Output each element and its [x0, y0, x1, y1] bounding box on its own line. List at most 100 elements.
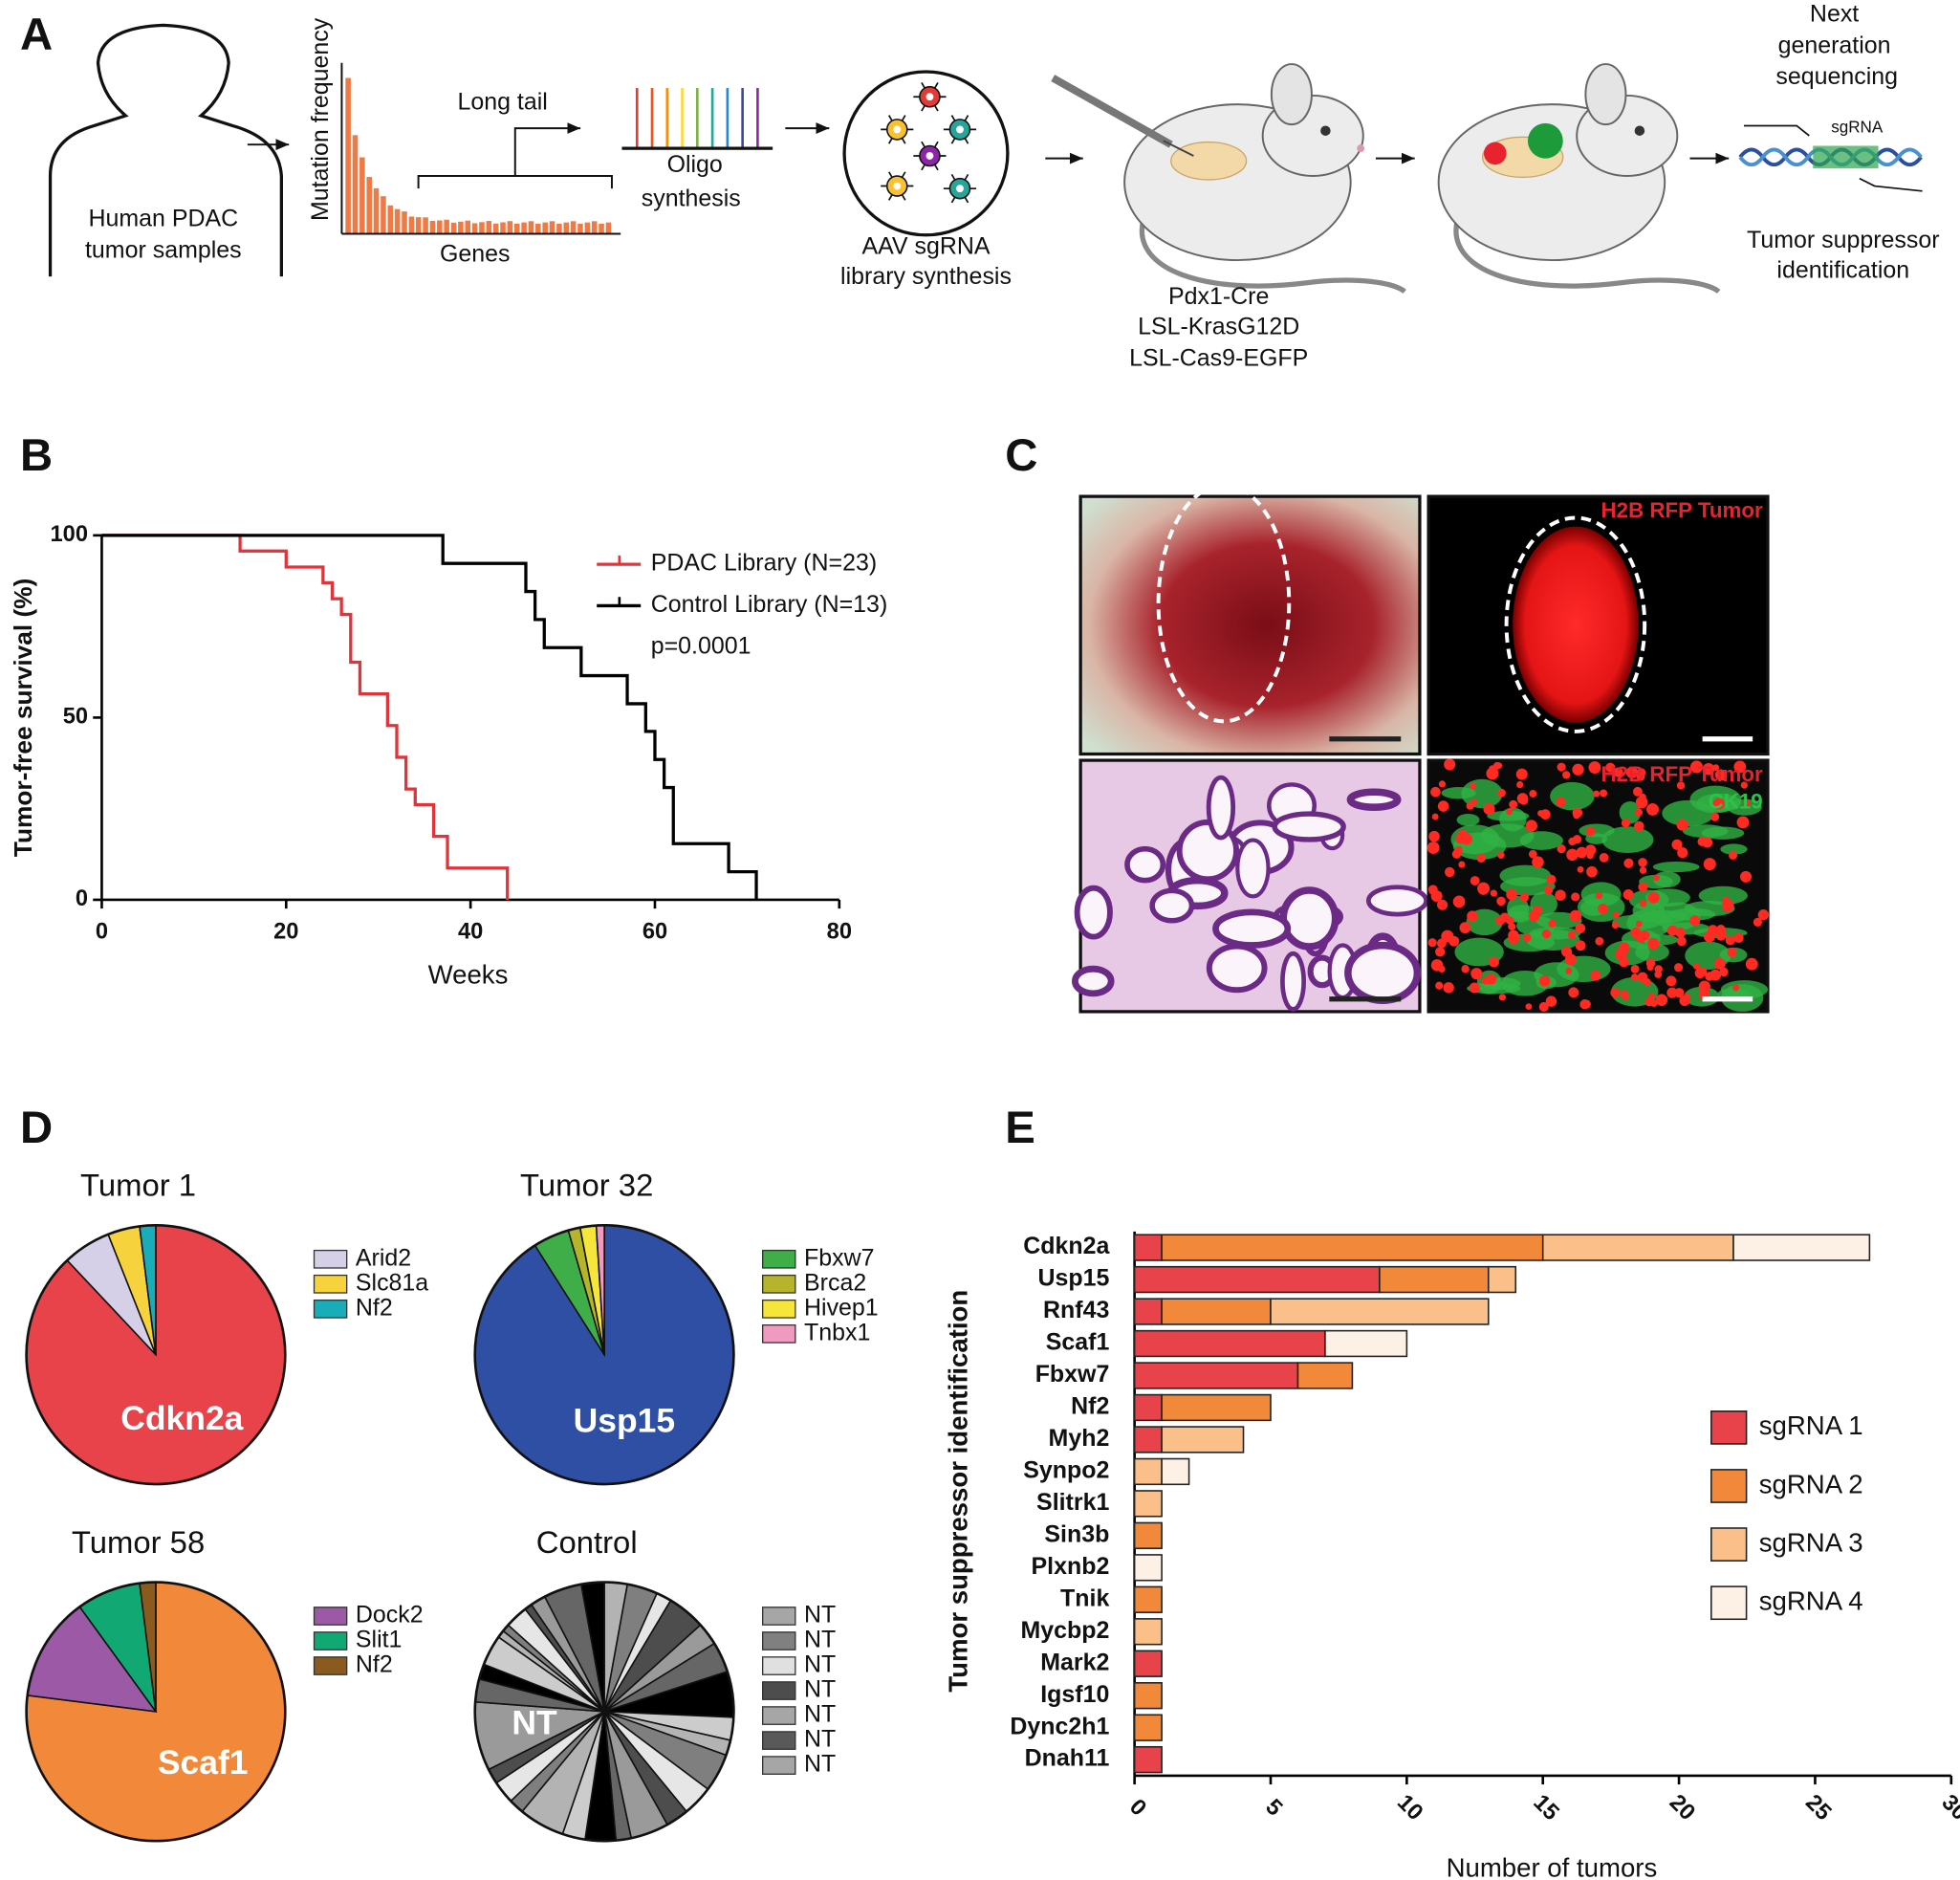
- x-tick-label: 40: [458, 919, 483, 944]
- x-tick-label: 0: [1124, 1795, 1151, 1822]
- legend-label: Nf2: [356, 1294, 393, 1321]
- decor-ck19: [1526, 929, 1580, 951]
- legend-label: sgRNA 3: [1759, 1527, 1863, 1557]
- decor-nucleus: [1497, 788, 1506, 798]
- bar-segment: [1732, 1234, 1871, 1261]
- bar-segment: [1133, 1521, 1163, 1550]
- decor-nucleus: [1485, 973, 1497, 985]
- decor-gland: [1365, 885, 1429, 917]
- bar-segment: [1296, 1362, 1354, 1389]
- y-axis-label: Tumor suppressor identification: [943, 1290, 972, 1693]
- pie-title: Tumor 32: [520, 1168, 653, 1203]
- decor-ck19: [1652, 861, 1700, 873]
- bar-segment: [1133, 1265, 1381, 1294]
- pie-outline: [473, 1223, 735, 1486]
- legend-swatch: [313, 1274, 348, 1294]
- decor-ck19: [1487, 810, 1530, 821]
- bar-segment: [1133, 1426, 1163, 1454]
- decor-nucleus: [1595, 891, 1603, 900]
- decor-nucleus: [1444, 758, 1456, 771]
- legend-label: Slit1: [356, 1627, 403, 1653]
- decor-nucleus: [1457, 829, 1469, 841]
- decor-nucleus: [1753, 917, 1763, 927]
- decor-gland: [1280, 951, 1306, 1012]
- decor-bar: [394, 208, 401, 234]
- decor-nucleus: [1428, 887, 1436, 895]
- legend-swatch: [762, 1607, 796, 1626]
- legend-label: sgRNA 2: [1759, 1469, 1863, 1498]
- y-tick-label: Dnah11: [1025, 1745, 1110, 1772]
- decor-nucleus: [1516, 780, 1524, 789]
- decor-nucleus: [1525, 1003, 1533, 1011]
- decor-nucleus: [1576, 846, 1588, 859]
- legend-label: NT: [804, 1676, 836, 1703]
- decor-nucleus: [1426, 842, 1440, 855]
- decor-nucleus: [1519, 796, 1529, 805]
- decor-nucleus: [1586, 865, 1598, 878]
- decor-ck19: [1467, 982, 1521, 995]
- decor-nucleus: [1638, 882, 1648, 892]
- decor-nucleus: [1497, 851, 1505, 859]
- dna-helix: [1738, 124, 1923, 192]
- legend-label: Brca2: [804, 1269, 866, 1296]
- oligo-lines: [621, 88, 773, 150]
- decor-nucleus: [1588, 761, 1601, 774]
- decor-nucleus: [1732, 984, 1740, 992]
- decor-nucleus: [1630, 964, 1640, 973]
- decor-nucleus: [1435, 947, 1446, 957]
- decor-nucleus: [1625, 766, 1639, 778]
- decor-ck19: [1639, 909, 1688, 924]
- bar-segment: [1161, 1234, 1544, 1261]
- decor-nucleus: [1541, 929, 1552, 939]
- diagram-text: LSL-KrasG12D: [1138, 314, 1299, 340]
- decor-nucleus: [1725, 935, 1735, 946]
- legend-swatch: [313, 1631, 348, 1650]
- decor-nucleus: [1495, 762, 1503, 770]
- decor-bar: [556, 223, 562, 234]
- bar-segment: [1379, 1265, 1490, 1294]
- decor-bar: [352, 135, 359, 234]
- decor-bar: [373, 187, 380, 234]
- y-tick-label: Cdkn2a: [1023, 1233, 1110, 1259]
- decor-ck19: [1682, 824, 1729, 839]
- slice-label: Cdkn2a: [120, 1399, 243, 1437]
- decor-bar: [535, 223, 541, 234]
- bar-segment: [1270, 1298, 1490, 1325]
- decor-nucleus: [1621, 990, 1628, 997]
- decor-ck19: [1550, 781, 1595, 811]
- decor-nucleus: [1639, 899, 1647, 907]
- decor-nucleus: [1646, 964, 1654, 972]
- image-label: H2B RFP Tumor: [1601, 498, 1763, 522]
- decor-bar: [450, 222, 457, 234]
- mutation-bars: [345, 77, 612, 234]
- decor-nucleus: [1598, 903, 1608, 914]
- legend-swatch: [1710, 1469, 1748, 1503]
- decor-nucleus: [1705, 972, 1714, 981]
- decor-nucleus: [1676, 781, 1686, 790]
- decor-nucleus: [1509, 799, 1518, 809]
- legend-label: Nf2: [356, 1651, 393, 1678]
- decor-bar: [591, 221, 598, 234]
- decor-nucleus: [1704, 930, 1715, 943]
- decor-nucleus: [1557, 762, 1566, 772]
- decor-nucleus: [1430, 959, 1444, 972]
- legend-swatch: [762, 1249, 796, 1269]
- bar-segment: [1133, 1714, 1163, 1741]
- x-tick-label: 20: [1665, 1790, 1700, 1825]
- decor-nucleus: [1506, 916, 1514, 926]
- legend-label: NT: [804, 1726, 836, 1753]
- survival-curve: [101, 534, 510, 900]
- panel-label: C: [1005, 430, 1037, 481]
- decor-nucleus: [1458, 861, 1466, 868]
- decor-nucleus: [1565, 968, 1573, 974]
- diagram-text: Genes: [440, 240, 511, 267]
- pie-outline: [25, 1581, 287, 1843]
- decor-nucleus: [1515, 768, 1528, 780]
- human-silhouette: [48, 23, 284, 277]
- decor-nucleus: [1466, 801, 1474, 810]
- decor-nucleus: [1506, 808, 1513, 816]
- decor-nucleus: [1461, 965, 1470, 973]
- decor-nucleus: [1636, 931, 1647, 943]
- decor-nucleus: [1710, 812, 1720, 821]
- decor-nucleus: [1713, 958, 1726, 970]
